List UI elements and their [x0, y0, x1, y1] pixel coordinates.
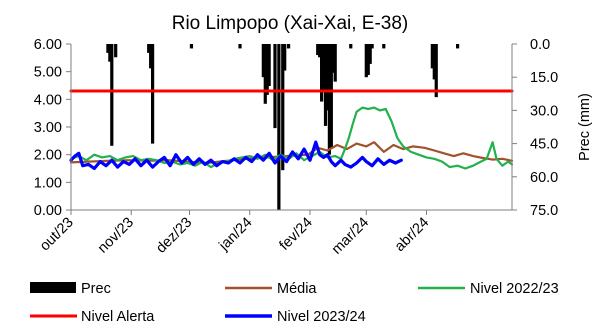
y-left-tick-label: 5.00	[34, 65, 62, 81]
x-tick-label: dez/23	[153, 215, 195, 257]
y-left-tick-label: 1.00	[34, 175, 62, 191]
prec-bar	[281, 44, 285, 171]
nivel-2022-23-line	[69, 106, 514, 170]
x-tick-label: nov/23	[95, 215, 137, 257]
series-lines	[69, 89, 514, 171]
prec-bar	[325, 44, 330, 111]
y-right-tick-label: 30.0	[530, 103, 558, 119]
prec-bar	[382, 44, 386, 49]
x-tick-label: abr/24	[392, 215, 432, 255]
prec-bar	[327, 44, 331, 155]
y-right-ticks: 0.0 15.0 30.0 45.0 60.0 75.0	[512, 37, 558, 219]
plot-background	[71, 44, 512, 210]
prec-bar	[370, 44, 374, 49]
y-right-tick-label: 75.0	[530, 203, 558, 219]
legend-label-nivel-alerta: Nivel Alerta	[81, 309, 155, 325]
prec-bar	[267, 44, 271, 87]
y-left-tick-label: 4.00	[34, 92, 62, 108]
legend-label-nivel-2023-24: Nivel 2023/24	[277, 309, 366, 325]
x-tick-label: jan/24	[216, 215, 256, 255]
prec-bar	[283, 44, 287, 71]
legend-label-media: Média	[277, 281, 317, 297]
legend-swatch-prec	[30, 282, 76, 293]
prec-bar	[366, 44, 370, 75]
y-left-tick-label: 0.00	[34, 203, 62, 219]
prec-bar	[261, 44, 265, 78]
prec-bar	[106, 44, 110, 53]
prec-bar	[331, 44, 335, 73]
prec-bar	[320, 44, 324, 102]
x-tick-label: out/23	[37, 215, 77, 255]
prec-bar	[368, 44, 372, 64]
prec-bar	[149, 44, 153, 69]
legend-item-nivel-2023-24: Nivel 2023/24	[225, 309, 366, 325]
prec-bar	[333, 44, 337, 82]
legend-item-media: Média	[225, 281, 317, 297]
prec-bar	[434, 44, 438, 98]
prec-bar	[108, 44, 112, 62]
legend: Prec Média Nivel 2022/23 Nivel Alerta Ni…	[30, 281, 559, 325]
y-left-tick-label: 6.00	[34, 37, 62, 53]
y-left-tick-label: 2.00	[34, 148, 62, 164]
precipitation-bars	[106, 44, 460, 210]
y-right-axis-label: Prec (mm)	[577, 93, 593, 161]
prec-bar	[318, 44, 322, 58]
prec-bar	[110, 44, 114, 146]
prec-bar	[430, 44, 434, 69]
x-ticks: out/23 nov/23 dez/23 jan/24 fev/24 mar/24 abr/…	[37, 210, 432, 258]
x-tick-label: mar/24	[329, 215, 372, 258]
prec-bar	[364, 44, 368, 78]
prec-bar	[456, 44, 460, 49]
prec-bar	[316, 44, 320, 56]
prec-bar	[432, 44, 436, 80]
y-right-tick-label: 0.0	[530, 37, 550, 53]
chart-title: Rio Limpopo (Xai-Xai, E-38)	[172, 13, 409, 34]
legend-item-nivel-alerta: Nivel Alerta	[30, 309, 155, 325]
legend-label-nivel-2022-23: Nivel 2022/23	[470, 281, 559, 297]
prec-bar	[114, 44, 118, 58]
prec-bar	[323, 44, 328, 126]
prec-bar	[189, 44, 194, 49]
prec-bar	[321, 44, 326, 91]
nivel-2023-24-line	[69, 140, 403, 171]
y-left-ticks: 0.00 1.00 2.00 3.00 4.00 5.00 6.00	[34, 37, 71, 219]
prec-bar	[273, 44, 277, 129]
y-right-tick-label: 45.0	[530, 137, 558, 153]
prec-bar	[349, 44, 353, 49]
legend-item-prec: Prec	[30, 281, 111, 297]
prec-bar	[238, 44, 242, 49]
y-right-tick-label: 60.0	[530, 170, 558, 186]
y-right-tick-label: 15.0	[530, 70, 558, 86]
media-line	[69, 141, 514, 165]
legend-label-prec: Prec	[81, 281, 111, 297]
prec-bar	[277, 44, 281, 210]
legend-item-nivel-2022-23: Nivel 2022/23	[418, 281, 559, 297]
x-tick-label: fev/24	[277, 215, 316, 254]
prec-bar	[263, 44, 267, 104]
prec-bar	[265, 44, 269, 95]
plot-area	[69, 44, 514, 210]
y-left-tick-label: 3.00	[34, 120, 62, 136]
prec-bar	[286, 44, 291, 49]
prec-bar	[147, 44, 151, 53]
prec-bar	[150, 44, 155, 144]
prec-bar	[329, 44, 333, 149]
